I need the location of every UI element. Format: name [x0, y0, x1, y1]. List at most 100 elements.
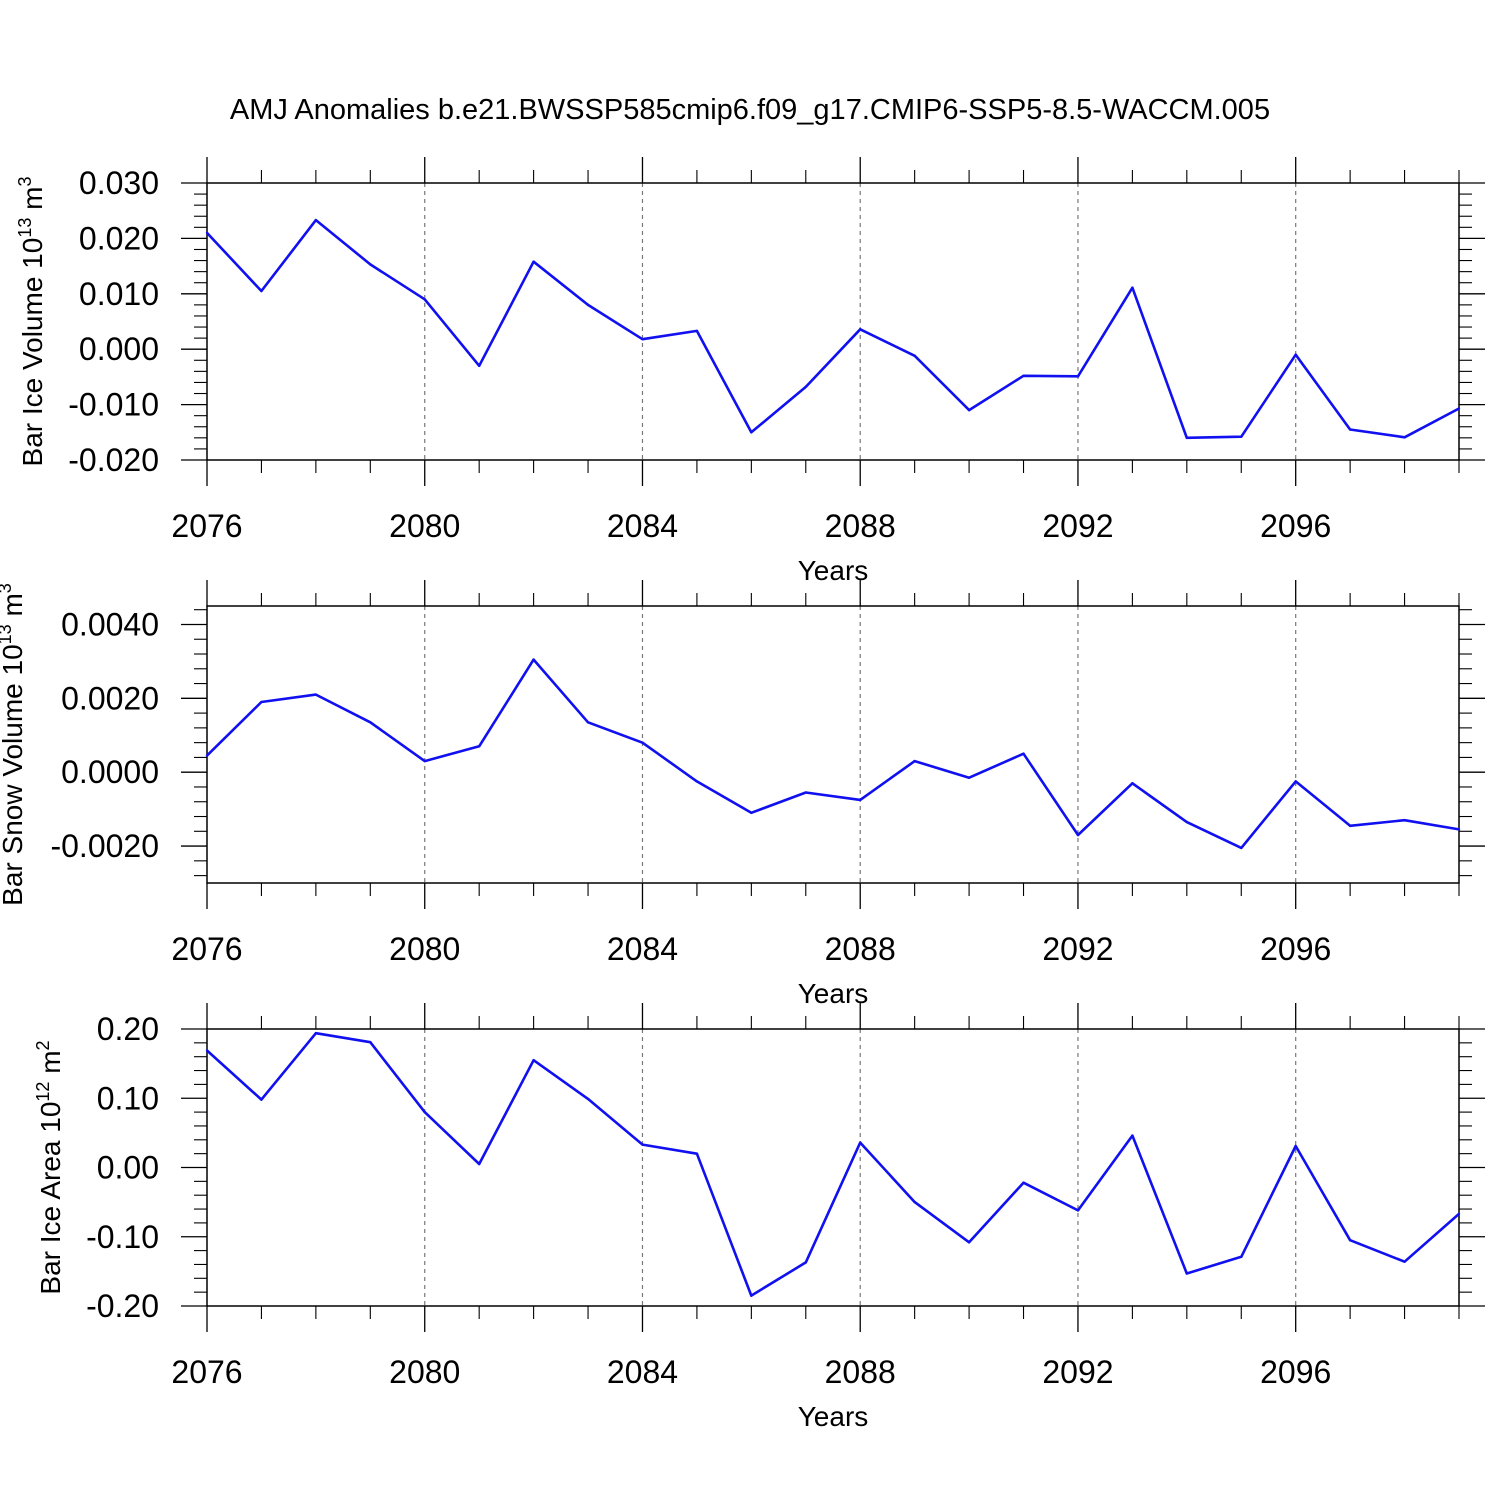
data-point	[1185, 436, 1189, 440]
y-tick-label: 0.20	[97, 1011, 159, 1047]
data-point	[260, 700, 263, 704]
y-tick-label: -0.0020	[50, 828, 159, 864]
y-tick-label: -0.20	[86, 1288, 159, 1324]
y-tick-label: -0.010	[68, 387, 159, 423]
x-tick-label: 2080	[389, 508, 460, 544]
data-point	[314, 218, 318, 222]
y-tick-label: 0.0000	[61, 754, 159, 790]
data-point	[1403, 1260, 1406, 1263]
data-point	[641, 338, 644, 341]
x-tick-label: 2076	[171, 931, 242, 967]
x-axis-label: Years	[798, 978, 869, 1009]
data-point	[1403, 819, 1406, 822]
data-point	[1185, 1272, 1189, 1275]
panel-3: -0.20 -0.10 0.00 0.10 0.20 2076 2080 2084 2088 20…	[33, 1003, 1485, 1432]
data-point	[695, 780, 699, 783]
x-tick-label: 2096	[1260, 508, 1331, 544]
data-point	[804, 1261, 807, 1264]
data-point	[641, 1143, 644, 1146]
data-point	[586, 1097, 590, 1101]
x-tick-label: 2092	[1042, 1354, 1113, 1390]
y-axis-label: Bar Ice Volume 1013 m3	[15, 177, 48, 467]
data-point	[1457, 1212, 1461, 1216]
panel-2: -0.0020 0.0000 0.0020 0.0040 2076 2080 2084 208…	[0, 580, 1485, 1009]
data-point	[532, 658, 535, 661]
x-axis-label: Years	[798, 1401, 869, 1432]
series-line	[206, 658, 1460, 850]
data-point	[1076, 375, 1080, 378]
data-point	[260, 1098, 263, 1101]
data-point	[1022, 752, 1025, 755]
x-tick-label: 2096	[1260, 931, 1331, 967]
y-axis-label: Bar Ice Area 1012 m2	[33, 1040, 66, 1294]
chart-title: AMJ Anomalies b.e21.BWSSP585cmip6.f09_g1…	[230, 94, 1270, 126]
y-tick-label: -0.020	[68, 442, 159, 478]
y-tick-label: 0.030	[79, 165, 159, 201]
data-point	[260, 289, 263, 293]
x-tick-label: 2084	[607, 1354, 678, 1390]
data-point	[695, 329, 699, 333]
x-tick-label: 2096	[1260, 1354, 1331, 1390]
x-tick-label: 2076	[171, 508, 242, 544]
x-tick-label: 2092	[1042, 508, 1113, 544]
data-point	[1022, 1181, 1025, 1184]
data-point	[859, 798, 862, 802]
data-point	[967, 1241, 971, 1244]
data-point	[1076, 1209, 1080, 1212]
data-point	[641, 741, 644, 744]
data-point	[586, 303, 590, 307]
data-point	[750, 811, 753, 815]
data-point	[1294, 780, 1297, 783]
data-point	[913, 1200, 916, 1204]
data-point	[913, 354, 916, 358]
y-tick-label: 0.020	[79, 220, 159, 256]
plot-frame	[206, 1028, 1460, 1307]
plot-frame	[206, 605, 1460, 884]
data-point	[1131, 1134, 1134, 1137]
data-point	[369, 1040, 372, 1044]
x-tick-label: 2080	[389, 931, 460, 967]
panel-1: -0.020 -0.010 0.000 0.010 0.020 0.030 2076 2080…	[15, 157, 1485, 586]
data-point	[423, 1110, 426, 1114]
x-tick-label: 2092	[1042, 931, 1113, 967]
data-point	[750, 431, 753, 434]
data-point	[1294, 1144, 1297, 1148]
x-tick-label: 2076	[171, 1354, 242, 1390]
y-tick-label: 0.010	[79, 276, 159, 312]
data-point	[369, 263, 372, 266]
data-point	[695, 1152, 699, 1155]
series-line	[206, 218, 1460, 440]
data-point	[1348, 428, 1352, 431]
data-point	[750, 1294, 753, 1297]
x-tick-label: 2080	[389, 1354, 460, 1390]
y-tick-label: 0.00	[97, 1150, 159, 1186]
data-point	[967, 776, 971, 779]
plot-frame	[206, 182, 1460, 461]
data-point	[477, 364, 481, 368]
data-point	[1131, 782, 1134, 785]
data-point	[532, 1058, 535, 1062]
data-point	[1240, 1255, 1243, 1259]
data-point	[477, 745, 481, 748]
data-point	[1457, 828, 1461, 831]
data-point	[913, 759, 916, 763]
y-axis-label: Bar Snow Volume 1013 m3	[0, 583, 28, 906]
data-point	[1240, 846, 1243, 850]
y-tick-label: -0.10	[86, 1219, 159, 1255]
y-tick-label: 0.0040	[61, 606, 159, 642]
data-point	[1294, 353, 1297, 356]
data-point	[1348, 824, 1352, 827]
data-point	[1131, 286, 1134, 289]
data-point	[314, 693, 318, 696]
data-point	[205, 754, 209, 757]
data-point	[423, 298, 426, 301]
data-point	[804, 385, 807, 389]
x-tick-label: 2088	[825, 1354, 896, 1390]
data-point	[477, 1162, 481, 1166]
data-point	[859, 328, 862, 331]
data-point	[205, 1049, 209, 1052]
data-point	[1457, 407, 1461, 410]
data-point	[314, 1031, 318, 1035]
data-point	[1240, 435, 1243, 438]
